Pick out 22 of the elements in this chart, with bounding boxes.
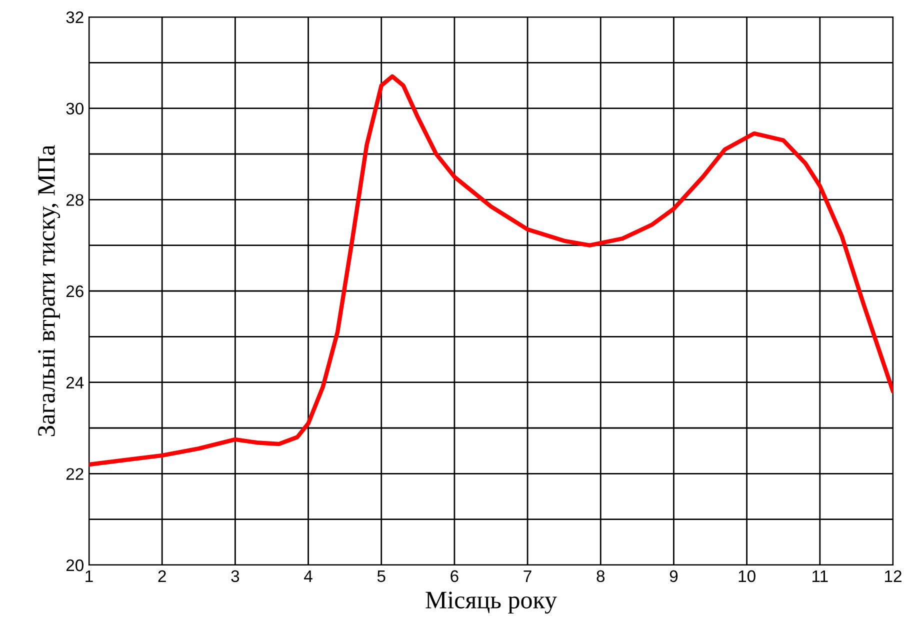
x-tick-label: 4 [304, 570, 312, 582]
x-tick-label: 6 [450, 570, 458, 582]
x-tick-label: 10 [738, 570, 756, 582]
x-tick-label: 9 [670, 570, 678, 582]
x-tick-label: 7 [524, 570, 532, 582]
x-tick-label: 5 [377, 570, 386, 582]
y-tick-label: 26 [66, 285, 84, 298]
line-series [89, 74, 893, 467]
y-tick-label: 24 [66, 376, 84, 388]
y-tick-label: 32 [66, 11, 84, 24]
y-tick-label: 28 [66, 194, 84, 206]
x-tick-label: 11 [812, 570, 828, 582]
y-tick-label: 20 [66, 559, 84, 572]
x-tick-label: 1 [86, 570, 93, 582]
y-tick-label: 30 [66, 102, 84, 115]
x-tick-label: 2 [158, 570, 166, 582]
y-axis-title: Загальні втрати тиску, МПа [38, 145, 60, 436]
x-tick-label: 8 [596, 570, 605, 582]
x-tick-label: 3 [231, 570, 240, 582]
x-axis-title: Місяць року [426, 592, 557, 614]
y-tick-label: 22 [66, 468, 84, 480]
x-tick-label: 12 [885, 570, 902, 582]
